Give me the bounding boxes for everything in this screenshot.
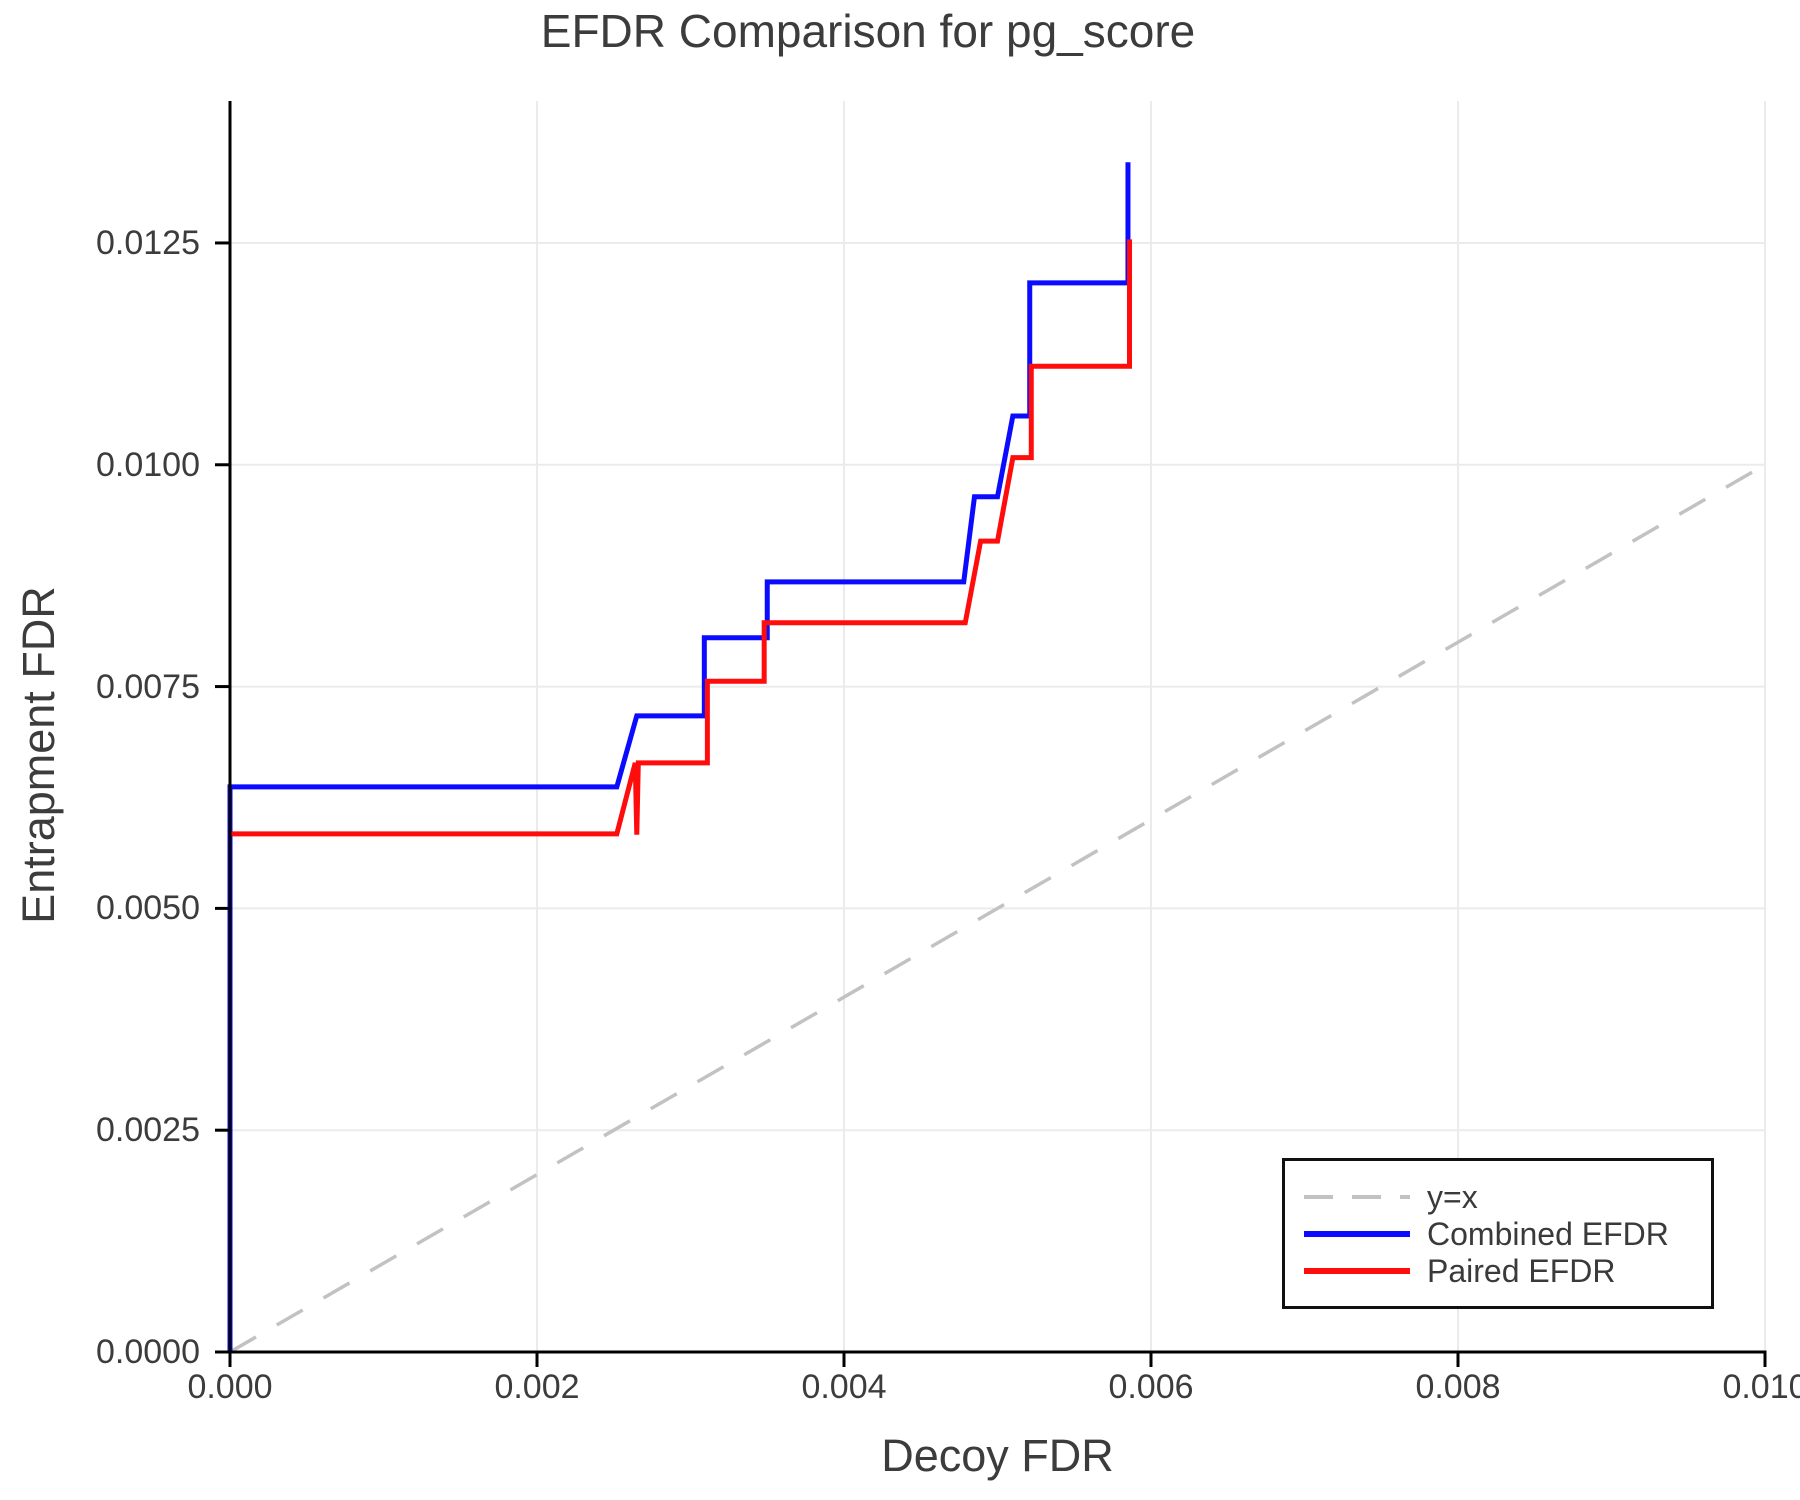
y-tick-label: 0.0000	[96, 1333, 200, 1371]
combined-efdr-line	[227, 162, 1131, 1352]
legend-item-combined: Combined EFDR	[1302, 1215, 1711, 1252]
combined-line-swatch	[1304, 1230, 1410, 1237]
paired-efdr-line	[230, 239, 1133, 837]
x-axis-label: Decoy FDR	[881, 1430, 1114, 1481]
chart-title: EFDR Comparison for pg_score	[540, 5, 1196, 57]
axes-spines	[228, 101, 1767, 1354]
y-tick-label: 0.0100	[96, 445, 200, 484]
x-tick-label: 0.000	[187, 1368, 273, 1406]
x-tick-label: 0.004	[801, 1368, 887, 1406]
identity-line-swatch	[1304, 1194, 1410, 1199]
x-tick-label: 0.010	[1722, 1368, 1800, 1406]
legend-item-paired: Paired EFDR	[1302, 1252, 1711, 1289]
y-tick-label: 0.0025	[96, 1111, 200, 1150]
x-tick-label: 0.002	[494, 1368, 580, 1406]
x-tick-label: 0.006	[1108, 1368, 1194, 1406]
y-tick-label: 0.0125	[96, 223, 200, 262]
legend-label-identity: y=x	[1427, 1178, 1478, 1215]
y-tick-label: 0.0075	[96, 667, 200, 706]
legend-item-identity: y=x	[1302, 1178, 1711, 1215]
legend-label-combined: Combined EFDR	[1427, 1215, 1669, 1252]
y-axis-label: Entrapment FDR	[13, 586, 64, 924]
x-tick-label: 0.008	[1415, 1368, 1501, 1406]
paired-line-swatch	[1304, 1267, 1410, 1274]
legend-box: y=x Combined EFDR Paired EFDR	[1282, 1158, 1714, 1309]
legend-label-paired: Paired EFDR	[1427, 1252, 1616, 1289]
tick-marks	[215, 241, 1767, 1367]
identity-line	[229, 463, 1766, 1354]
y-tick-label: 0.0050	[96, 889, 200, 928]
